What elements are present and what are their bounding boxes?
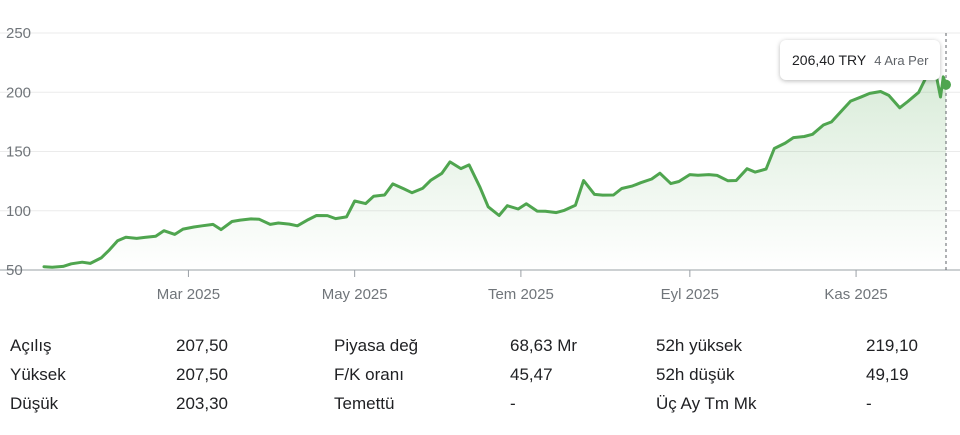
- stat-value: -: [510, 394, 516, 413]
- stat-value: 219,10: [866, 336, 918, 355]
- stats-row: Düşük 203,30 Temettü - Üç Ay Tm Mk -: [0, 390, 960, 419]
- tooltip-price: 206,40 TRY: [792, 52, 867, 68]
- stat-label: Yüksek: [10, 365, 66, 384]
- stat-label: Üç Ay Tm Mk: [656, 394, 757, 413]
- price-area-fill: [44, 69, 946, 270]
- stat-label: Açılış: [10, 336, 52, 355]
- stat-value: 68,63 Mr: [510, 336, 578, 355]
- price-tooltip: 206,40 TRY 4 Ara Per: [780, 40, 941, 80]
- stat-label: Piyasa değ: [334, 336, 419, 355]
- x-tick-label: Tem 2025: [488, 286, 554, 303]
- price-chart[interactable]: 50 100 150 200 250 Mar 2025 May 2025 Tem 2025 E…: [0, 0, 960, 320]
- stats-row: Açılış 207,50 Piyasa değ 68,63 Mr 52h yü…: [0, 332, 960, 361]
- hover-point[interactable]: [941, 79, 951, 90]
- y-tick-label: 50: [6, 262, 23, 279]
- x-tick-label: Kas 2025: [824, 286, 887, 303]
- x-tick-label: May 2025: [322, 286, 388, 303]
- y-tick-label: 100: [6, 203, 31, 220]
- stat-label: 52h düşük: [656, 365, 735, 384]
- stats-table: Açılış 207,50 Piyasa değ 68,63 Mr 52h yü…: [0, 332, 960, 419]
- x-tick-label: Mar 2025: [157, 286, 220, 303]
- stat-value: 203,30: [176, 394, 228, 413]
- stat-label: Düşük: [10, 394, 59, 413]
- stat-value: 49,19: [866, 365, 909, 384]
- stat-label: F/K oranı: [334, 365, 404, 384]
- stat-value: 207,50: [176, 365, 228, 384]
- y-tick-label: 200: [6, 84, 31, 101]
- stat-value: 45,47: [510, 365, 553, 384]
- stats-row: Yüksek 207,50 F/K oranı 45,47 52h düşük …: [0, 361, 960, 390]
- tooltip-date: 4 Ara Per: [874, 52, 929, 68]
- stat-label: 52h yüksek: [656, 336, 742, 355]
- x-tick-label: Eyl 2025: [661, 286, 719, 303]
- stat-value: -: [866, 394, 872, 413]
- stat-label: Temettü: [334, 394, 395, 413]
- price-line: [42, 68, 948, 269]
- x-axis: Mar 2025 May 2025 Tem 2025 Eyl 2025 Kas 2025: [157, 270, 888, 303]
- y-tick-label: 150: [6, 144, 31, 161]
- stat-value: 207,50: [176, 336, 228, 355]
- y-axis: 50 100 150 200 250: [6, 25, 31, 279]
- y-tick-label: 250: [6, 25, 31, 42]
